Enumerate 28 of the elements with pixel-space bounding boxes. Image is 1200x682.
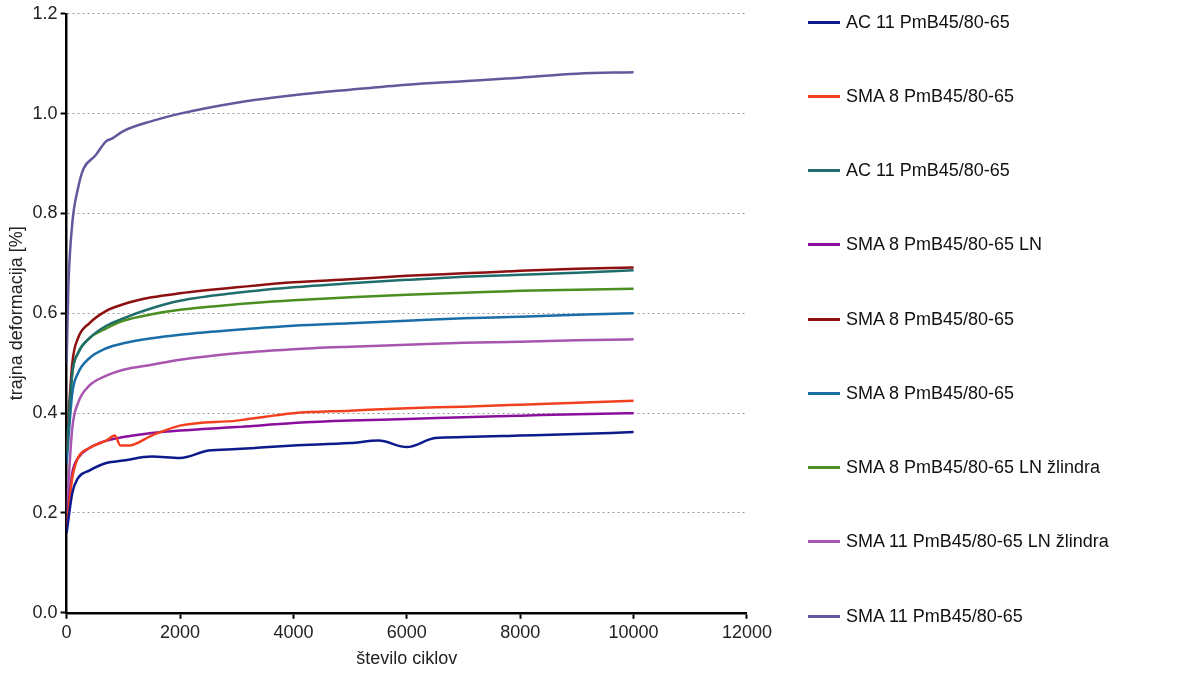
line-series <box>66 312 635 465</box>
line-series <box>66 70 635 365</box>
x-axis-title: število ciklov <box>356 648 458 669</box>
legend-label: SMA 8 PmB45/80-65 <box>846 308 1015 330</box>
legend-label: SMA 8 PmB45/80-65 <box>846 85 1015 107</box>
legend-label: AC 11 PmB45/80-65 <box>846 11 1010 33</box>
line-series <box>66 430 635 535</box>
x-tick-label: 8000 <box>500 621 541 642</box>
y-tick-label: 0.2 <box>32 501 58 522</box>
legend-label: AC 11 PmB45/80-65 <box>846 160 1010 181</box>
y-tick-label: 0.4 <box>32 402 58 423</box>
y-tick-label: 1.0 <box>32 102 58 123</box>
x-tick-label: 2000 <box>159 621 201 642</box>
x-tick-label: 6000 <box>386 621 427 642</box>
legend-label: SMA 11 PmB45/80-65 LN žlindra <box>846 531 1109 553</box>
x-tick-label: 0 <box>61 621 72 642</box>
x-tick-label: 4000 <box>273 621 314 642</box>
y-tick-label: 0.8 <box>32 202 58 223</box>
y-tick-label: 0.0 <box>32 601 58 622</box>
legend-label: SMA 11 PmB45/80-65 <box>846 605 1023 627</box>
x-tick-label: 12000 <box>721 621 772 642</box>
x-tick-label: 10000 <box>608 621 659 642</box>
y-axis-title: trajna deformacija [%] <box>5 226 26 401</box>
legend-label: SMA 8 PmB45/80-65 LN žlindra <box>846 457 1101 478</box>
y-tick-label: 1.2 <box>32 2 58 23</box>
legend-label: SMA 8 PmB45/80-65 <box>846 382 1015 404</box>
y-tick-label: 0.6 <box>32 302 58 323</box>
legend-label: SMA 8 PmB45/80-65 LN <box>846 234 1043 256</box>
